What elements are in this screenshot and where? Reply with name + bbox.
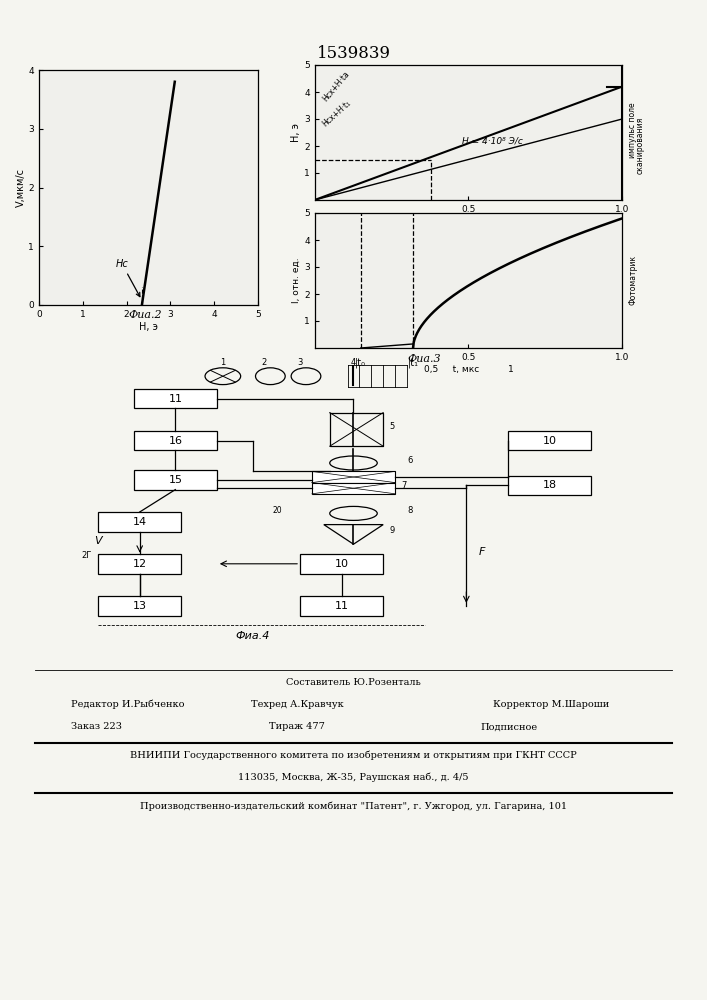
Bar bbox=[300, 554, 383, 574]
Bar bbox=[134, 389, 217, 408]
Text: Производственно-издательский комбинат "Патент", г. Ужгород, ул. Гагарина, 101: Производственно-издательский комбинат "П… bbox=[140, 801, 567, 811]
Text: Тираж 477: Тираж 477 bbox=[269, 722, 325, 731]
Text: Нсх+Н·t₁: Нсх+Н·t₁ bbox=[321, 99, 353, 129]
Text: 2Г: 2Г bbox=[81, 551, 91, 560]
Text: 1: 1 bbox=[220, 358, 226, 367]
Text: Техред А.Кравчук: Техред А.Кравчук bbox=[250, 700, 344, 709]
Text: 16: 16 bbox=[168, 436, 182, 446]
Text: H = 4·10⁸ Э/с: H = 4·10⁸ Э/с bbox=[462, 136, 523, 145]
X-axis label: 0,5     t, мкс          1: 0,5 t, мкс 1 bbox=[423, 365, 513, 374]
Text: V: V bbox=[94, 536, 102, 546]
Text: 3: 3 bbox=[298, 358, 303, 367]
Bar bbox=[98, 554, 181, 574]
Text: 4: 4 bbox=[351, 358, 356, 367]
Bar bbox=[98, 512, 181, 532]
Text: Фиа.4: Фиа.4 bbox=[235, 631, 270, 641]
Text: 10: 10 bbox=[334, 559, 349, 569]
Text: Нсх+Н·tа: Нсх+Н·tа bbox=[321, 69, 351, 103]
Text: 7: 7 bbox=[401, 481, 407, 490]
Text: 5: 5 bbox=[389, 422, 395, 431]
Text: 14: 14 bbox=[133, 517, 147, 527]
Text: 2: 2 bbox=[262, 358, 267, 367]
Text: Заказ 223: Заказ 223 bbox=[71, 722, 122, 731]
Y-axis label: Н, э: Н, э bbox=[291, 123, 301, 142]
Text: Подписное: Подписное bbox=[481, 722, 537, 731]
Text: Фотоматрик: Фотоматрик bbox=[629, 255, 637, 305]
Text: 113035, Москва, Ж-35, Раушская наб., д. 4/5: 113035, Москва, Ж-35, Раушская наб., д. … bbox=[238, 772, 469, 782]
Text: 18: 18 bbox=[542, 480, 556, 490]
Bar bbox=[98, 596, 181, 616]
Text: сканирования: сканирования bbox=[636, 116, 644, 174]
Text: Корректор М.Шароши: Корректор М.Шароши bbox=[493, 700, 609, 709]
Text: Нс: Нс bbox=[116, 259, 140, 297]
Bar bbox=[508, 431, 591, 450]
Text: Фиа.2: Фиа.2 bbox=[128, 310, 162, 320]
Text: 9: 9 bbox=[389, 526, 395, 535]
Text: |t₁: |t₁ bbox=[407, 358, 419, 368]
Bar bbox=[312, 471, 395, 483]
Text: 12: 12 bbox=[133, 559, 147, 569]
Text: 10: 10 bbox=[542, 436, 556, 446]
Text: 15: 15 bbox=[168, 475, 182, 485]
Text: Фиа.3: Фиа.3 bbox=[407, 354, 441, 364]
Bar bbox=[300, 596, 383, 616]
Text: 20: 20 bbox=[273, 506, 282, 515]
Text: F: F bbox=[478, 547, 484, 557]
Text: Составитель Ю.Розенталь: Составитель Ю.Розенталь bbox=[286, 678, 421, 687]
Bar bbox=[134, 431, 217, 450]
Text: 6: 6 bbox=[407, 456, 412, 465]
Y-axis label: I, отн. ед.: I, отн. ед. bbox=[292, 258, 301, 303]
Text: 13: 13 bbox=[133, 601, 147, 611]
Text: 11: 11 bbox=[168, 394, 182, 404]
Text: 11: 11 bbox=[334, 601, 349, 611]
Text: ВНИИПИ Государственного комитета по изобретениям и открытиям при ГКНТ СССР: ВНИИПИ Государственного комитета по изоб… bbox=[130, 750, 577, 760]
Bar bbox=[508, 476, 591, 495]
Bar bbox=[312, 483, 395, 494]
X-axis label: H, э: H, э bbox=[139, 322, 158, 332]
Text: Редактор И.Рыбченко: Редактор И.Рыбченко bbox=[71, 700, 185, 709]
X-axis label: 0,5     t, мкс          1: 0,5 t, мкс 1 bbox=[423, 217, 513, 226]
Text: |t₀: |t₀ bbox=[355, 358, 366, 368]
Text: 8: 8 bbox=[407, 506, 412, 515]
Text: 1539839: 1539839 bbox=[317, 45, 390, 62]
Bar bbox=[134, 470, 217, 490]
Text: импульс поле: импульс поле bbox=[629, 102, 637, 158]
Y-axis label: V,мкм/с: V,мкм/с bbox=[16, 168, 25, 207]
